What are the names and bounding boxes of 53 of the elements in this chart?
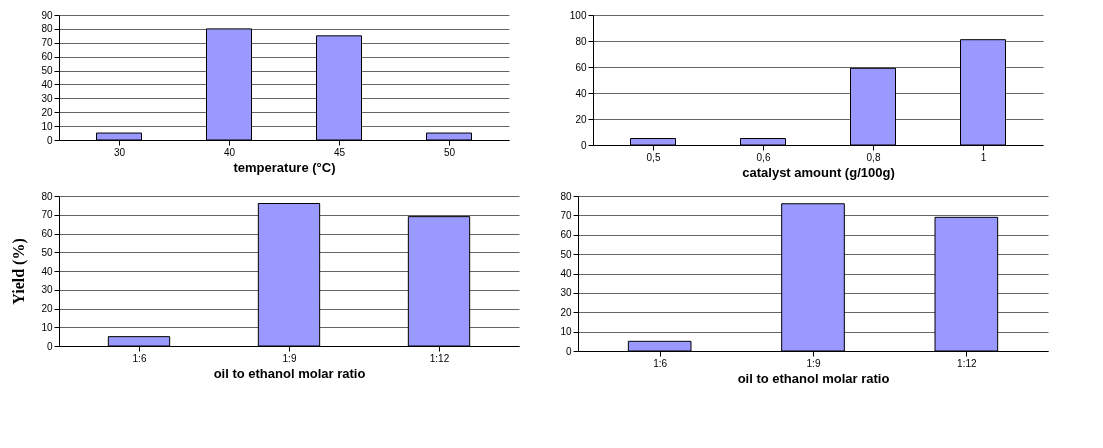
y-tick-label: 50: [41, 246, 53, 258]
x-axis-title: oil to ethanol molar ratio: [213, 365, 366, 381]
y-tick-label: 30: [560, 287, 572, 299]
y-tick-label: 40: [575, 87, 587, 99]
x-tick-label: 1:6: [132, 352, 147, 364]
y-tick-label: 80: [575, 35, 587, 47]
y-tick-label: 90: [41, 9, 53, 21]
x-axis-title: catalyst amount (g/100g): [742, 164, 895, 180]
y-tick-label: 80: [41, 23, 53, 35]
y-tick-label: 50: [560, 248, 572, 260]
x-tick-label: 1:12: [429, 352, 450, 364]
y-tick-label: 60: [41, 228, 53, 239]
x-tick-label: 1:9: [806, 357, 821, 369]
y-tick-label: 50: [41, 65, 53, 77]
x-tick-label: 30: [113, 146, 126, 158]
y-tick-label: 10: [41, 120, 53, 132]
x-tick-label: 1:6: [653, 357, 668, 369]
y-tick-label: 20: [41, 106, 53, 118]
y-tick-label: 80: [41, 190, 53, 202]
y-tick-label: 30: [41, 284, 53, 296]
x-tick-label: 1:12: [957, 357, 977, 369]
x-axis-title: temperature (°C): [233, 159, 336, 175]
x-tick-label: 1: [980, 151, 987, 163]
y-tick-label: 20: [560, 306, 572, 318]
y-tick-label: 0: [46, 340, 53, 352]
y-tick-label: 40: [41, 78, 53, 90]
y-tick-label: 0: [565, 345, 572, 357]
y-tick-label: 10: [41, 321, 53, 333]
y-tick-label: 70: [41, 37, 53, 49]
y-tick-label: 30: [41, 92, 53, 104]
y-tick-label: 20: [41, 303, 53, 314]
x-axis-title: oil to ethanol molar ratio: [737, 370, 890, 386]
y-tick-label: 70: [560, 209, 572, 221]
x-tick-label: 45: [333, 146, 346, 158]
x-tick-label: 1:9: [282, 352, 297, 364]
y-tick-label: 70: [41, 209, 53, 221]
x-tick-label: 0,8: [866, 151, 881, 163]
y-tick-label: 60: [560, 229, 572, 241]
x-tick-label: 50: [443, 146, 456, 158]
y-tick-label: 100: [569, 9, 587, 21]
y-tick-label: 0: [580, 139, 587, 151]
y-tick-label: 10: [560, 326, 572, 338]
y-axis-title: Yield (%): [10, 238, 29, 305]
x-tick-label: 0,5: [646, 151, 661, 163]
x-tick-label: 40: [223, 146, 236, 158]
y-tick-label: 20: [575, 113, 587, 125]
y-tick-label: 80: [560, 190, 572, 202]
y-tick-label: 60: [575, 61, 587, 73]
y-tick-label: 40: [560, 268, 572, 279]
x-tick-label: 0,6: [756, 151, 771, 163]
y-tick-label: 40: [41, 265, 53, 277]
y-tick-label: 60: [41, 51, 53, 63]
y-tick-label: 0: [46, 134, 53, 146]
